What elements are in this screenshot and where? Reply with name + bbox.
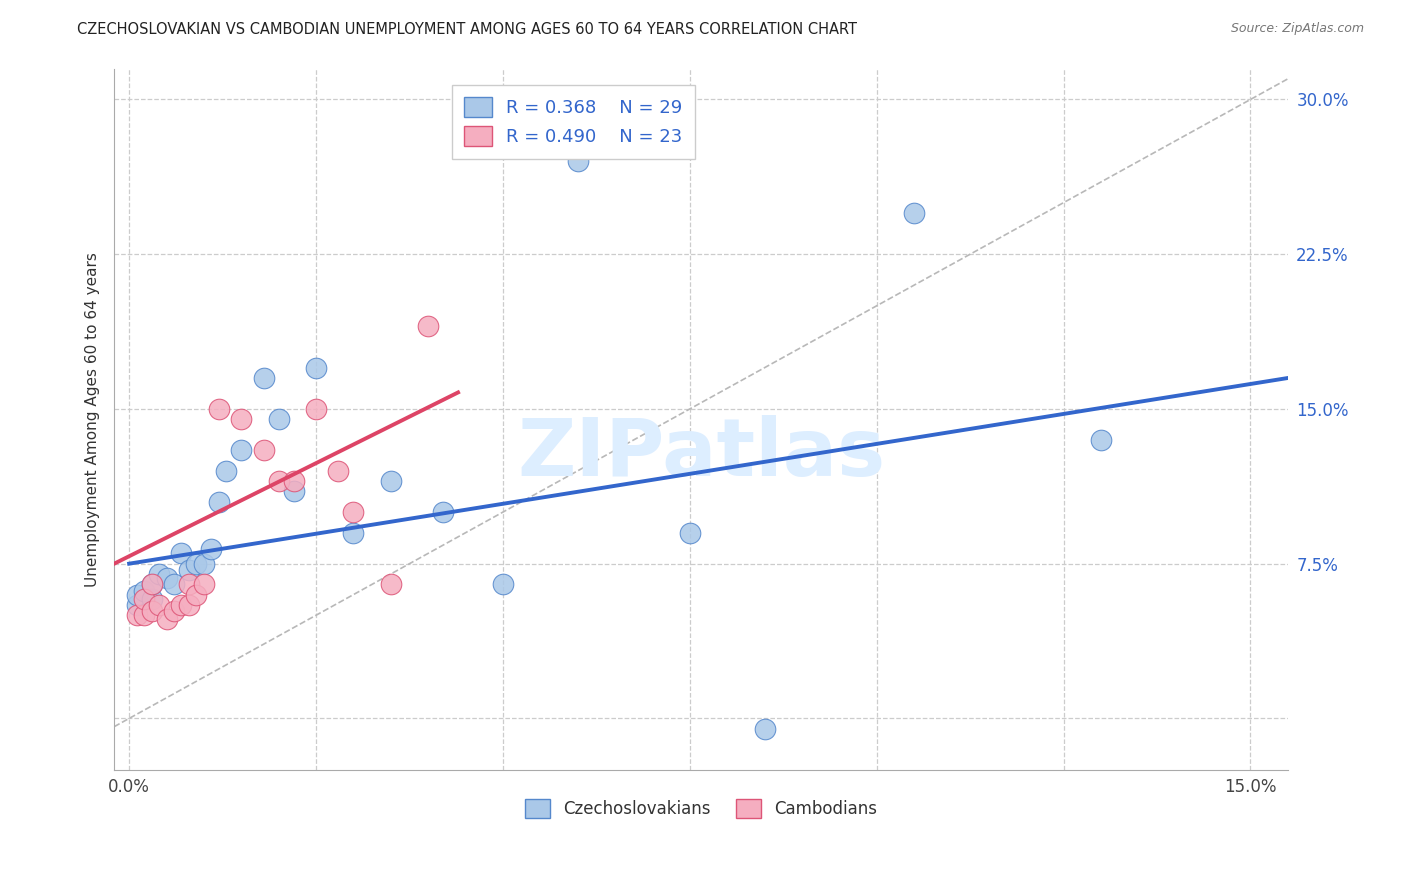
Point — [125, 598, 148, 612]
Point — [328, 464, 350, 478]
Point — [208, 495, 231, 509]
Point — [267, 474, 290, 488]
Point — [177, 577, 200, 591]
Point — [155, 612, 177, 626]
Point — [170, 546, 193, 560]
Point — [193, 557, 215, 571]
Point — [342, 525, 364, 540]
Point — [267, 412, 290, 426]
Y-axis label: Unemployment Among Ages 60 to 64 years: Unemployment Among Ages 60 to 64 years — [86, 252, 100, 587]
Point — [177, 598, 200, 612]
Point — [132, 608, 155, 623]
Point — [432, 505, 454, 519]
Point — [193, 577, 215, 591]
Text: ZIPatlas: ZIPatlas — [517, 416, 886, 493]
Point — [208, 401, 231, 416]
Point — [253, 443, 276, 458]
Point — [305, 360, 328, 375]
Point — [679, 525, 702, 540]
Point — [380, 577, 402, 591]
Point — [903, 206, 925, 220]
Point — [125, 588, 148, 602]
Point — [141, 577, 163, 591]
Point — [148, 598, 170, 612]
Point — [342, 505, 364, 519]
Point — [231, 443, 253, 458]
Point — [186, 588, 208, 602]
Point — [283, 474, 305, 488]
Point — [283, 484, 305, 499]
Point — [177, 563, 200, 577]
Point — [141, 604, 163, 618]
Point — [141, 577, 163, 591]
Point — [132, 583, 155, 598]
Point — [155, 571, 177, 585]
Point — [132, 591, 155, 606]
Point — [186, 557, 208, 571]
Point — [200, 542, 222, 557]
Legend: Czechoslovakians, Cambodians: Czechoslovakians, Cambodians — [519, 793, 884, 825]
Point — [163, 577, 186, 591]
Point — [141, 591, 163, 606]
Point — [1090, 433, 1112, 447]
Point — [418, 319, 440, 334]
Point — [215, 464, 238, 478]
Point — [253, 371, 276, 385]
Point — [231, 412, 253, 426]
Point — [163, 604, 186, 618]
Point — [125, 608, 148, 623]
Point — [492, 577, 515, 591]
Point — [170, 598, 193, 612]
Text: Source: ZipAtlas.com: Source: ZipAtlas.com — [1230, 22, 1364, 36]
Point — [567, 154, 589, 169]
Point — [305, 401, 328, 416]
Text: CZECHOSLOVAKIAN VS CAMBODIAN UNEMPLOYMENT AMONG AGES 60 TO 64 YEARS CORRELATION : CZECHOSLOVAKIAN VS CAMBODIAN UNEMPLOYMEN… — [77, 22, 858, 37]
Point — [148, 566, 170, 581]
Point — [754, 722, 776, 736]
Point — [380, 474, 402, 488]
